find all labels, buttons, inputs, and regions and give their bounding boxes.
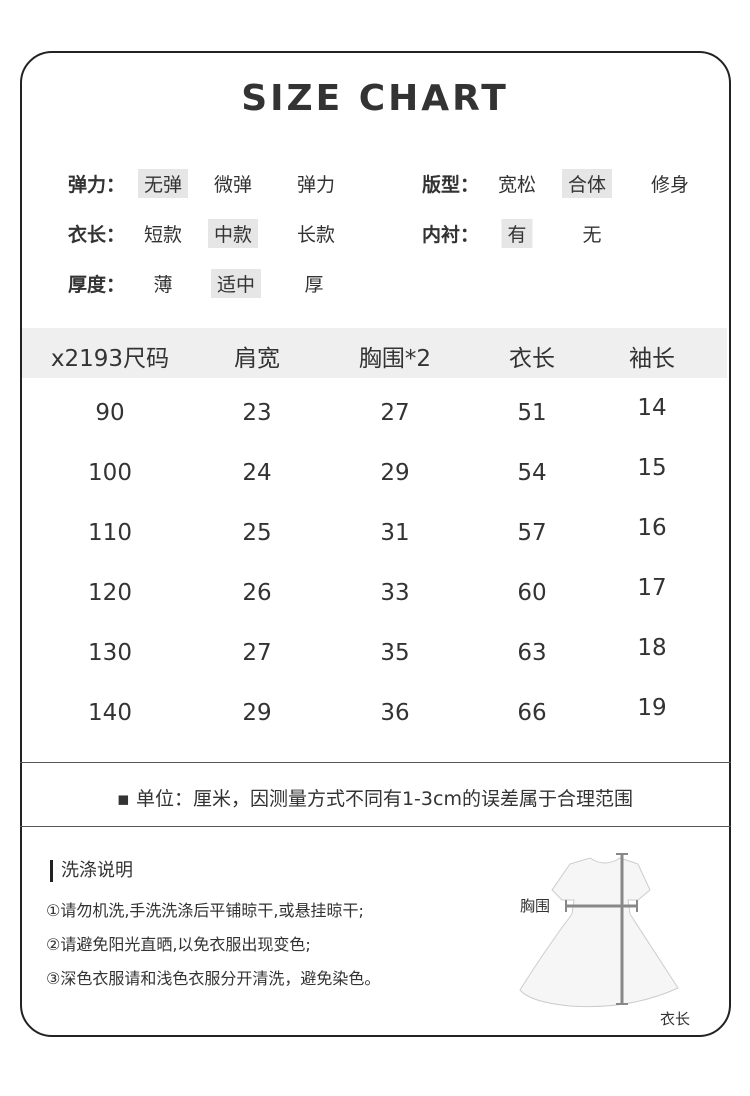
table-cell: 25 xyxy=(242,520,272,546)
table-cell: 54 xyxy=(517,460,547,486)
table-cell: 14 xyxy=(637,395,667,421)
attribute-option: 适中 xyxy=(210,269,262,298)
table-cell: 27 xyxy=(380,400,410,426)
attribute-label: 厚度： xyxy=(68,274,126,296)
washing-item: ③深色衣服请和浅色衣服分开清洗，避免染色。 xyxy=(46,969,381,988)
table-header-band xyxy=(22,328,727,378)
attribute-label: 衣长： xyxy=(68,224,126,246)
attribute-option: 无 xyxy=(582,224,602,246)
attribute-option: 微弹 xyxy=(213,174,253,196)
dress-diagram xyxy=(519,853,679,1008)
attribute-label: 弹力： xyxy=(68,174,126,196)
attribute-option: 合体 xyxy=(561,169,613,198)
table-cell: 26 xyxy=(242,580,272,606)
unit-note: ▪ 单位：厘米，因测量方式不同有1-3cm的误差属于合理范围 xyxy=(117,788,633,810)
attribute-option: 短款 xyxy=(143,224,183,246)
table-cell: 33 xyxy=(380,580,410,606)
table-cell: 16 xyxy=(637,515,667,541)
table-cell: 66 xyxy=(517,700,547,726)
table-cell: 31 xyxy=(380,520,410,546)
table-cell: 23 xyxy=(242,400,272,426)
table-cell: 18 xyxy=(637,635,667,661)
washing-item: ①请勿机洗,手洗洗涤后平铺晾干,或悬挂晾干; xyxy=(46,901,364,920)
attribute-label: 内衬： xyxy=(422,224,480,246)
attribute-option: 薄 xyxy=(153,274,173,296)
attribute-option: 长款 xyxy=(296,224,336,246)
table-cell: 24 xyxy=(242,460,272,486)
table-cell: 130 xyxy=(88,640,132,666)
table-cell: 29 xyxy=(242,700,272,726)
attribute-option: 无弹 xyxy=(137,169,189,198)
attribute-option: 有 xyxy=(501,219,533,248)
table-cell: 36 xyxy=(380,700,410,726)
table-cell: 19 xyxy=(637,695,667,721)
table-cell: 100 xyxy=(88,460,132,486)
page-title: SIZE CHART xyxy=(241,78,509,119)
table-cell: 63 xyxy=(517,640,547,666)
divider xyxy=(20,826,731,827)
table-cell: 17 xyxy=(637,575,667,601)
divider xyxy=(20,762,731,763)
table-cell: 15 xyxy=(637,455,667,481)
table-cell: 57 xyxy=(517,520,547,546)
table-header-cell: x2193尺码 xyxy=(50,346,170,372)
table-header-cell: 胸围*2 xyxy=(358,346,432,372)
table-header-cell: 袖长 xyxy=(629,346,675,372)
attribute-option: 修身 xyxy=(650,174,690,196)
attribute-option: 中款 xyxy=(207,219,259,248)
table-cell: 120 xyxy=(88,580,132,606)
table-cell: 35 xyxy=(380,640,410,666)
table-cell: 110 xyxy=(88,520,132,546)
attribute-option: 宽松 xyxy=(497,174,537,196)
table-cell: 60 xyxy=(517,580,547,606)
attribute-option: 弹力 xyxy=(296,174,336,196)
table-cell: 29 xyxy=(380,460,410,486)
length-label: 衣长 xyxy=(660,1010,691,1028)
chest-label: 胸围 xyxy=(520,897,551,915)
washing-item: ②请避免阳光直晒,以免衣服出现变色; xyxy=(46,935,311,954)
table-cell: 90 xyxy=(95,400,125,426)
frame-border xyxy=(20,51,731,1037)
table-cell: 140 xyxy=(88,700,132,726)
table-header-cell: 肩宽 xyxy=(234,346,280,372)
washing-title: 洗涤说明 xyxy=(50,860,133,882)
table-cell: 51 xyxy=(517,400,547,426)
attribute-label: 版型： xyxy=(422,174,480,196)
attribute-option: 厚 xyxy=(304,274,324,296)
table-cell: 27 xyxy=(242,640,272,666)
table-header-cell: 衣长 xyxy=(509,346,555,372)
